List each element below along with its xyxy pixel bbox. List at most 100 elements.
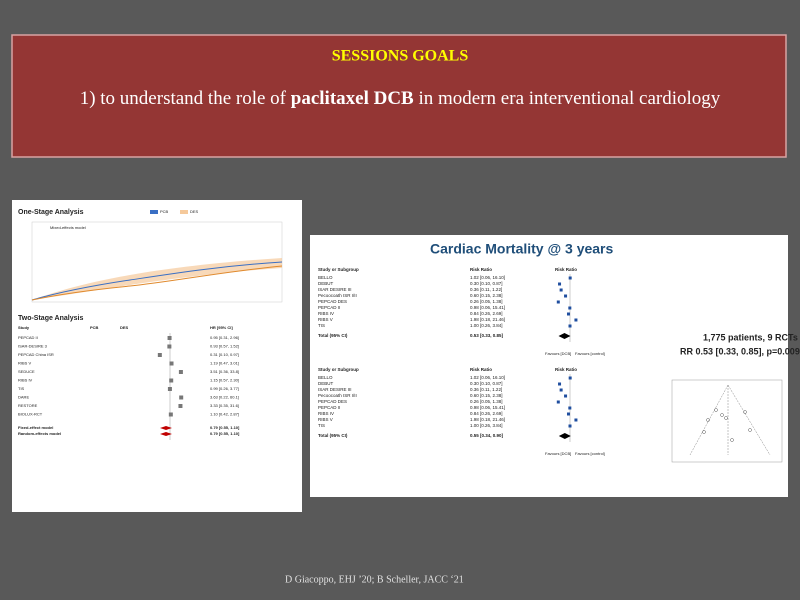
column-header: HR [95% CI] [210,325,233,330]
hr-square [169,378,174,383]
study-name: PEPCAD DES [318,399,347,404]
study-name: DEBUT [318,281,334,286]
pooled-label: 0.79 [0.55, 1.10] [210,425,240,430]
column-header: Risk Ratio [470,367,492,372]
summary: 1,775 patients, 9 RCTs [703,332,798,342]
rr-square [574,318,578,322]
study-name: TIS [318,323,325,328]
study-name: DARE [18,395,29,400]
total-diamond [558,433,571,439]
hr-square [169,361,174,366]
study-name: RIBS V [18,361,31,366]
column-header: DES [120,325,129,330]
hr-label: 1.10 [0.42, 2.87] [210,412,239,417]
study-name: DEBUT [318,381,334,386]
citation: D Giacoppo, EHJ ’20; B Scheller, JACC ‘2… [285,574,464,585]
study-name: PEPCAD II [318,305,340,310]
left-title: One-Stage Analysis [18,209,84,216]
rr-label: 0.60 [0.15, 2.38] [470,393,503,398]
rr-label: 0.30 [0.10, 0.87] [470,281,503,286]
rr-label: 0.30 [0.10, 0.87] [470,381,503,386]
study-name: BELLO [318,275,333,280]
total-label: 0.55 [0.34, 0.90] [470,433,504,438]
goal: 1) to understand the role of paclitaxel … [80,88,721,109]
legend-swatch [180,210,188,214]
column-header: Risk Ratio [470,267,492,272]
study-name: TIS [18,386,25,391]
rr-label: 0.36 [0.11, 1.22] [470,287,502,292]
legend-entry: DES [190,209,199,214]
legend-entry: PCB [160,209,169,214]
model-label: Mixed-effects model [50,225,86,230]
study-name: PEPCAD II [18,335,38,340]
study-name: Pecoocoath ISR I/II [318,293,357,298]
study-name: TIS [318,423,325,428]
study-name: RIBS IV [18,378,33,383]
total-diamond [558,333,571,339]
goal-bold: paclitaxel DCB [291,88,414,109]
hr-label: 0.95 [0.31, 2.96] [210,335,239,340]
rr-square [556,300,560,304]
rr-label: 0.98 [0.06, 15.41] [470,305,505,310]
rr-square [568,324,572,328]
study-name: ISAR DESIRE III [318,287,352,292]
legend-swatch [150,210,158,214]
rr-square [574,418,578,422]
axis-label: Favours [DCB] [545,451,571,456]
rr-square [558,382,562,386]
funnel-lines [689,384,771,456]
column-header: PCB [90,325,99,330]
hr-square [178,404,183,408]
rr-label: 1.98 [0.18, 21.46] [470,317,505,322]
rr-label: 1.02 [0.06, 16.10] [470,275,505,280]
rr-square [568,376,572,380]
hr-square [178,370,183,374]
right-figure [310,235,788,497]
rr-label: 1.98 [0.18, 21.46] [470,417,505,422]
column-header: Study [18,325,30,330]
rr-label: 0.36 [0.11, 1.22] [470,387,502,392]
rr-square [559,388,563,392]
goal-text: in modern era interventional cardiology [414,88,721,109]
km-curve-des [31,265,283,301]
hr-label: 3.63 [0.22, 60.1] [210,395,239,400]
hr-square [167,344,172,349]
rr-square [566,412,570,416]
hr-square [179,395,184,400]
column-header: Risk Ratio [555,267,577,272]
hr-label: 1.19 [0.47, 3.01] [210,361,239,366]
left-figure [12,200,302,512]
hr-square [157,353,162,357]
rr-label: 1.02 [0.06, 16.10] [470,375,505,380]
rr-label: 0.84 [0.26, 2.69] [470,311,503,316]
pooled-name: Fixed-effect model [18,425,53,430]
hr-square [167,336,172,340]
hr-square [167,387,172,391]
study-name: RIBS IV [318,411,334,416]
pooled-diamond [160,432,172,436]
axis-label: Favours [control] [575,451,605,456]
study-name: PEPCAD China ISR [18,352,54,357]
rr-square [568,306,572,310]
study-name: RIBS V [318,417,333,422]
rr-square [566,312,570,316]
study-name: BELLO [318,375,333,380]
study-name: RIBS V [318,317,333,322]
km-curve-pcb [31,261,283,301]
rr-square [568,424,572,428]
goal-text: 1) to understand the role of [80,88,291,109]
study-name: ISAR DESIRE III [318,387,352,392]
funnel-points [702,408,752,442]
pooled-diamond [160,426,172,430]
hr-label: 1.15 [0.57, 2.30] [210,378,239,383]
column-header: Study or Subgroup [318,267,359,272]
pooled-label: 0.79 [0.55, 1.10] [210,431,240,436]
hr-label: 3.51 [0.36, 33.8] [210,369,239,374]
study-name: BIOLUX-RCT [18,412,43,417]
rr-square [556,400,560,404]
rr-square [568,276,572,280]
hr-label: 0.93 [0.57, 1.52] [210,344,239,349]
total-name: Total (95% CI) [318,433,348,438]
rr-label: 0.60 [0.15, 2.38] [470,293,503,298]
